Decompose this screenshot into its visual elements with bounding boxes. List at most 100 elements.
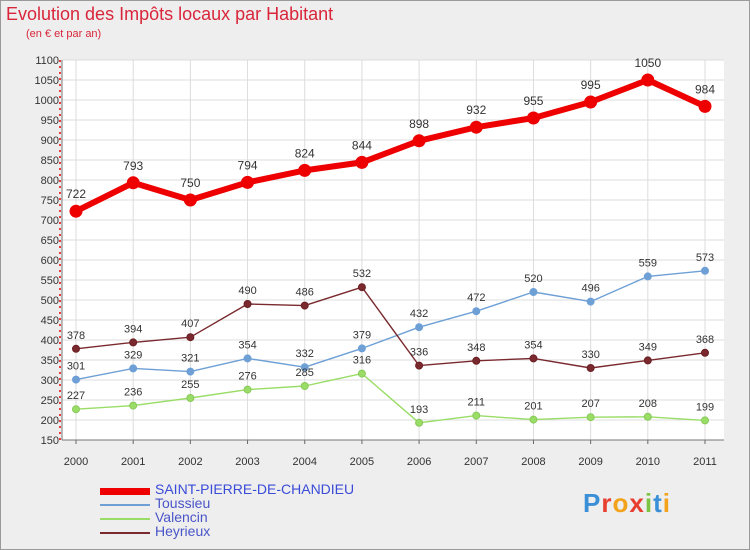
proxiti-logo: Proxiti	[583, 488, 671, 519]
data-label: 321	[181, 353, 199, 365]
x-tick-label: 2005	[350, 456, 374, 468]
data-point	[357, 283, 366, 292]
y-tick-label: 1100	[35, 55, 59, 67]
series-line-3	[75, 372, 706, 424]
data-label: 379	[353, 329, 371, 341]
data-point	[586, 297, 595, 306]
y-tick-label: 600	[41, 255, 59, 267]
data-label: 208	[639, 398, 657, 410]
data-point	[529, 288, 538, 296]
y-tick-label: 700	[41, 215, 59, 227]
chart-subtitle: (en € et par an)	[26, 28, 102, 40]
data-label: 255	[181, 379, 199, 391]
y-tick-label: 1050	[35, 75, 59, 87]
data-label: 932	[466, 103, 486, 117]
legend-label: Heyrieux	[155, 523, 211, 539]
data-label: 844	[352, 138, 372, 152]
y-tick-label: 450	[41, 315, 59, 327]
y-tick-label: 750	[41, 195, 59, 207]
logo-letter: r	[601, 488, 613, 518]
data-label: 349	[639, 341, 657, 353]
data-point	[472, 307, 481, 316]
data-label: 955	[523, 94, 543, 108]
data-label: 329	[124, 349, 142, 361]
data-label: 285	[296, 367, 314, 379]
data-point	[186, 394, 195, 402]
data-point	[241, 175, 255, 189]
data-point	[72, 405, 80, 414]
data-label: 193	[410, 404, 428, 416]
data-label: 378	[67, 330, 85, 342]
data-point	[243, 385, 252, 394]
logo-letter: i	[644, 488, 654, 518]
y-tick-label: 900	[41, 135, 59, 147]
data-point	[186, 333, 195, 342]
data-point	[357, 344, 366, 353]
y-tick-label: 200	[41, 415, 59, 427]
data-label: 211	[467, 397, 485, 409]
y-tick-label: 350	[41, 355, 59, 367]
x-tick-label: 2008	[521, 456, 545, 468]
series-line-4	[75, 286, 706, 369]
data-point	[300, 301, 309, 310]
legend-label: Toussieu	[155, 495, 211, 511]
data-point	[698, 99, 712, 113]
plot-area	[62, 60, 724, 440]
data-point	[529, 354, 538, 363]
data-label: 236	[124, 387, 142, 399]
chart-title: Evolution des Impôts locaux par Habitant	[6, 4, 334, 24]
data-label: 227	[67, 390, 85, 402]
data-label: 486	[296, 287, 314, 299]
logo-letter: i	[662, 488, 671, 518]
y-tick-label: 400	[41, 335, 59, 347]
y-tick-label: 1000	[35, 95, 59, 107]
data-label: 472	[467, 292, 485, 304]
data-point	[129, 401, 138, 410]
data-label: 824	[295, 146, 315, 160]
data-label: 573	[696, 252, 714, 264]
data-point	[243, 300, 252, 308]
data-point	[72, 375, 80, 384]
data-point	[701, 266, 709, 275]
data-point	[472, 356, 481, 365]
y-tick-label: 250	[41, 395, 59, 407]
logo-letter: x	[629, 488, 645, 518]
legend-swatch	[100, 487, 150, 495]
y-tick-label: 800	[41, 175, 59, 187]
data-label: 368	[696, 334, 714, 346]
data-point	[415, 361, 424, 370]
x-tick-label: 2001	[121, 456, 145, 468]
logo-letter: t	[653, 488, 663, 518]
data-label: 490	[238, 285, 256, 297]
data-label: 532	[353, 268, 371, 280]
data-point	[529, 415, 538, 424]
y-tick-label: 650	[41, 235, 59, 247]
y-tick-label: 150	[41, 435, 59, 447]
legend-swatch	[100, 504, 150, 506]
logo-letter: P	[583, 488, 602, 518]
series-line-2	[75, 270, 706, 381]
x-tick-label: 2006	[407, 456, 431, 468]
data-point	[412, 134, 426, 148]
data-label: 984	[695, 82, 715, 96]
data-label: 432	[410, 308, 428, 320]
x-tick-label: 2011	[693, 456, 717, 468]
data-point	[415, 323, 424, 332]
data-label: 201	[524, 401, 542, 413]
data-label: 722	[66, 187, 86, 201]
data-point	[300, 382, 309, 390]
series-line-1	[73, 77, 708, 215]
y-tick-label: 500	[41, 295, 59, 307]
data-point	[586, 364, 595, 372]
data-label: 354	[524, 339, 542, 351]
data-label: 316	[353, 355, 371, 367]
x-tick-label: 2004	[292, 456, 316, 468]
data-point	[586, 413, 595, 422]
data-point	[643, 356, 652, 365]
data-label: 496	[581, 283, 599, 295]
data-point	[357, 369, 366, 378]
data-label: 995	[581, 78, 601, 92]
legend-label: SAINT-PIERRE-DE-CHANDIEU	[155, 481, 355, 497]
data-label: 276	[238, 371, 256, 383]
data-point	[298, 163, 312, 177]
